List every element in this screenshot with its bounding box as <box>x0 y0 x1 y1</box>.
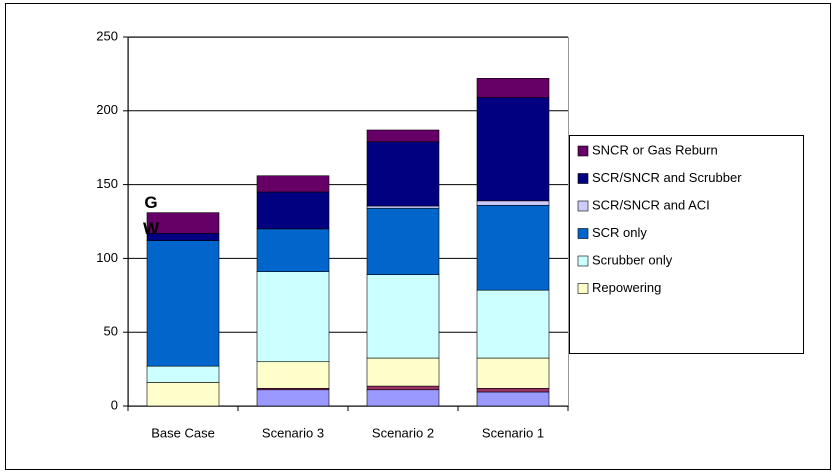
legend-swatch <box>577 283 589 294</box>
legend-box <box>569 135 804 354</box>
legend-swatch <box>577 173 589 184</box>
bar-segment <box>366 274 440 359</box>
bar-segment <box>476 391 550 407</box>
legend-label: Repowering <box>592 280 661 295</box>
bar-segment <box>256 228 330 272</box>
y-tick-label: 50 <box>104 324 118 339</box>
legend-swatch <box>577 255 589 267</box>
bar-segment <box>256 191 330 230</box>
y-tick-label: 150 <box>96 176 118 191</box>
legend-swatch <box>577 228 589 239</box>
y-tick-label: 250 <box>96 28 118 43</box>
x-tick-label: Base Case <box>151 425 215 440</box>
legend-label: Scrubber only <box>592 252 673 267</box>
bar-segment <box>256 271 330 363</box>
bar-segment <box>476 289 550 359</box>
y-tick-label: 100 <box>96 250 118 265</box>
legend-label: SCR only <box>592 225 647 240</box>
bar-segment <box>476 200 550 206</box>
bar-segment <box>366 205 440 209</box>
bar-segment <box>476 357 550 389</box>
y-axis-label: G W <box>142 193 160 238</box>
x-tick-label: Scenario 2 <box>372 425 434 440</box>
x-tick-label: Scenario 1 <box>482 425 544 440</box>
bar-segment <box>256 361 330 389</box>
bar-segment <box>256 175 330 193</box>
bar-segment <box>366 141 440 207</box>
bar-segment <box>366 389 440 407</box>
legend-label: SCR/SNCR and Scrubber <box>592 170 742 185</box>
bar-segment <box>476 387 550 393</box>
bar-segment <box>146 365 220 383</box>
bar-segment <box>476 78 550 98</box>
y-tick-label: 0 <box>111 397 118 412</box>
bar-segment <box>366 385 440 391</box>
legend-label: SCR/SNCR and ACI <box>592 197 710 212</box>
y-tick-label: 200 <box>96 102 118 117</box>
legend-label: SNCR or Gas Reburn <box>592 142 718 157</box>
legend-swatch <box>577 145 589 157</box>
bar-segment <box>366 207 440 275</box>
bar-segment <box>476 97 550 202</box>
bar-segment <box>146 212 220 234</box>
bar-segment <box>476 204 550 291</box>
bar-segment <box>256 389 330 407</box>
legend-swatch <box>577 200 589 212</box>
bar-segment <box>146 240 220 367</box>
bar-segment <box>366 357 440 387</box>
bar-segment <box>366 129 440 143</box>
bar-segment <box>146 382 220 407</box>
x-tick-label: Scenario 3 <box>262 425 324 440</box>
